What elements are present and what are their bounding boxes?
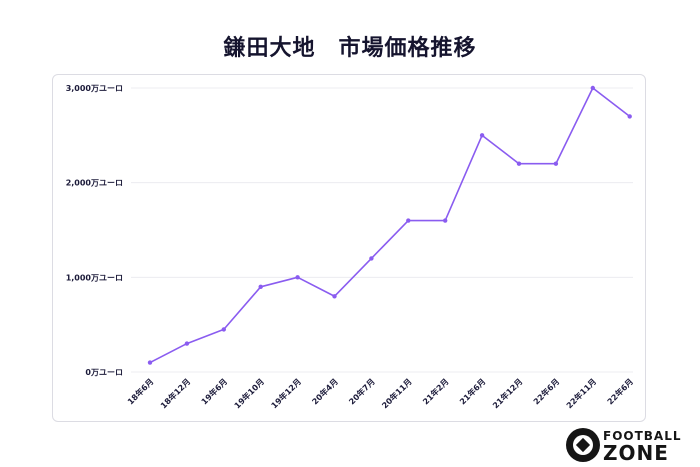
logo-text-football: FOOTBALL — [603, 429, 682, 443]
data-point — [221, 327, 226, 332]
x-tick-label: 21年2月 — [420, 376, 450, 406]
data-point — [295, 275, 300, 280]
x-tick-label: 20年4月 — [310, 376, 340, 406]
y-tick-label: 2,000万ユーロ — [66, 179, 123, 188]
series-line — [149, 87, 631, 364]
x-tick-label: 22年11月 — [564, 376, 598, 410]
y-tick-label: 0万ユーロ — [85, 368, 123, 377]
x-tick-label: 21年12月 — [490, 376, 524, 410]
x-tick-label: 22年6月 — [605, 376, 635, 406]
data-point — [479, 133, 485, 138]
x-tick-label: 21年6月 — [457, 376, 487, 406]
data-point — [332, 294, 337, 299]
x-tick-label: 18年6月 — [125, 376, 155, 406]
data-point — [369, 256, 374, 261]
x-tick-label: 19年6月 — [199, 376, 229, 406]
x-tick-label: 20年11月 — [380, 376, 414, 410]
data-point — [516, 161, 522, 166]
chart-card: 0万ユーロ 1,000万ユーロ 2,000万ユーロ 3,000万ユーロ 18年6月 18… — [52, 74, 646, 422]
line-chart: 0万ユーロ 1,000万ユーロ 2,000万ユーロ 3,000万ユーロ 18年6月 18… — [66, 84, 635, 410]
data-point — [147, 360, 153, 365]
logo-text-zone: ZONE — [603, 441, 669, 465]
chart-title: 鎌田大地 市場価格推移 — [223, 36, 477, 61]
data-point — [590, 85, 595, 91]
x-tick-label: 22年6月 — [531, 376, 561, 406]
x-tick-label: 19年12月 — [269, 376, 303, 410]
football-zone-logo: FOOTBALL ZONE — [566, 428, 696, 466]
data-point — [553, 161, 559, 166]
data-point — [258, 284, 263, 289]
y-tick-label: 3,000万ユーロ — [66, 84, 123, 93]
x-tick-label: 18年12月 — [158, 376, 192, 410]
soccer-ball-icon — [566, 428, 600, 462]
data-point — [184, 341, 190, 346]
data-point — [627, 114, 632, 119]
y-tick-label: 1,000万ユーロ — [66, 273, 123, 282]
data-point — [406, 218, 411, 223]
x-tick-label: 19年10月 — [232, 376, 266, 410]
x-tick-label: 20年7月 — [347, 376, 377, 406]
data-point — [443, 218, 448, 223]
